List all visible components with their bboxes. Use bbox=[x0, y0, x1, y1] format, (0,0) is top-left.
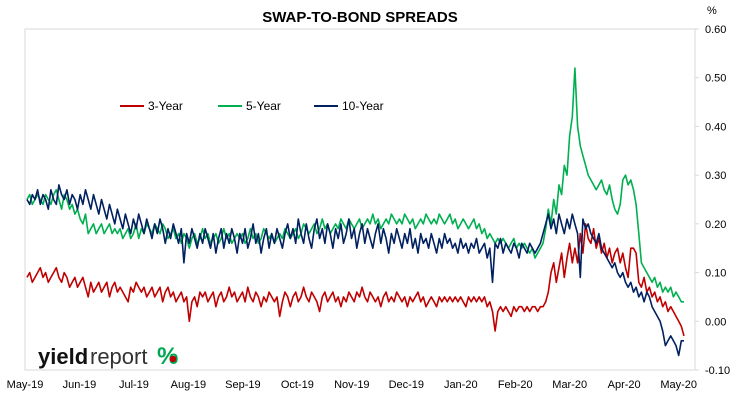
logo-text-report: report bbox=[90, 344, 147, 369]
y-tick-label: 0.40 bbox=[705, 121, 726, 133]
x-tick-label: Apr-20 bbox=[608, 379, 641, 391]
y-tick-label: 0.50 bbox=[705, 73, 726, 85]
legend: 3-Year 5-Year 10-Year bbox=[120, 99, 384, 113]
x-axis-ticks: May-19 Jun-19 Jul-19 Aug-19 Sep-19 Oct-19 Nov-… bbox=[7, 379, 697, 391]
y-tick-label: 0.30 bbox=[705, 170, 726, 182]
logo-text-yield: yield bbox=[38, 344, 88, 369]
x-tick-label: Jul-19 bbox=[119, 379, 149, 391]
chart-title: SWAP-TO-BOND SPREADS bbox=[262, 9, 458, 26]
x-tick-label: Jan-20 bbox=[444, 379, 478, 391]
y-tick-label: 0.60 bbox=[705, 24, 726, 36]
legend-label-3-year: 3-Year bbox=[148, 99, 183, 113]
x-tick-label: Aug-19 bbox=[171, 379, 206, 391]
logo-percent-dot bbox=[169, 355, 177, 363]
series-line-3-year bbox=[26, 223, 685, 337]
x-tick-label: Dec-19 bbox=[389, 379, 424, 391]
y-tick-label: 0.10 bbox=[705, 268, 726, 280]
y-axis-ticks: 0.60 0.50 0.40 0.30 0.20 0.10 0.00 -0.10 bbox=[695, 24, 730, 377]
y-tick-label: -0.10 bbox=[705, 365, 730, 377]
series-lines bbox=[26, 67, 685, 357]
x-tick-label: Nov-19 bbox=[334, 379, 369, 391]
yieldreport-logo: yield report % bbox=[38, 343, 178, 370]
legend-label-10-year: 10-Year bbox=[342, 99, 384, 113]
x-tick-label: May-20 bbox=[660, 379, 697, 391]
x-tick-label: Mar-20 bbox=[552, 379, 587, 391]
x-tick-label: Jun-19 bbox=[63, 379, 97, 391]
series-line-10-year bbox=[26, 184, 684, 357]
x-tick-label: Sep-19 bbox=[225, 379, 260, 391]
x-tick-label: May-19 bbox=[7, 379, 44, 391]
y-tick-label: 0.00 bbox=[705, 316, 726, 328]
y-axis-unit: % bbox=[707, 5, 717, 17]
logo-percent-icon: % bbox=[157, 343, 178, 370]
y-tick-label: 0.20 bbox=[705, 219, 726, 231]
x-tick-label: Feb-20 bbox=[498, 379, 533, 391]
x-tick-label: Oct-19 bbox=[281, 379, 314, 391]
legend-label-5-year: 5-Year bbox=[246, 99, 281, 113]
